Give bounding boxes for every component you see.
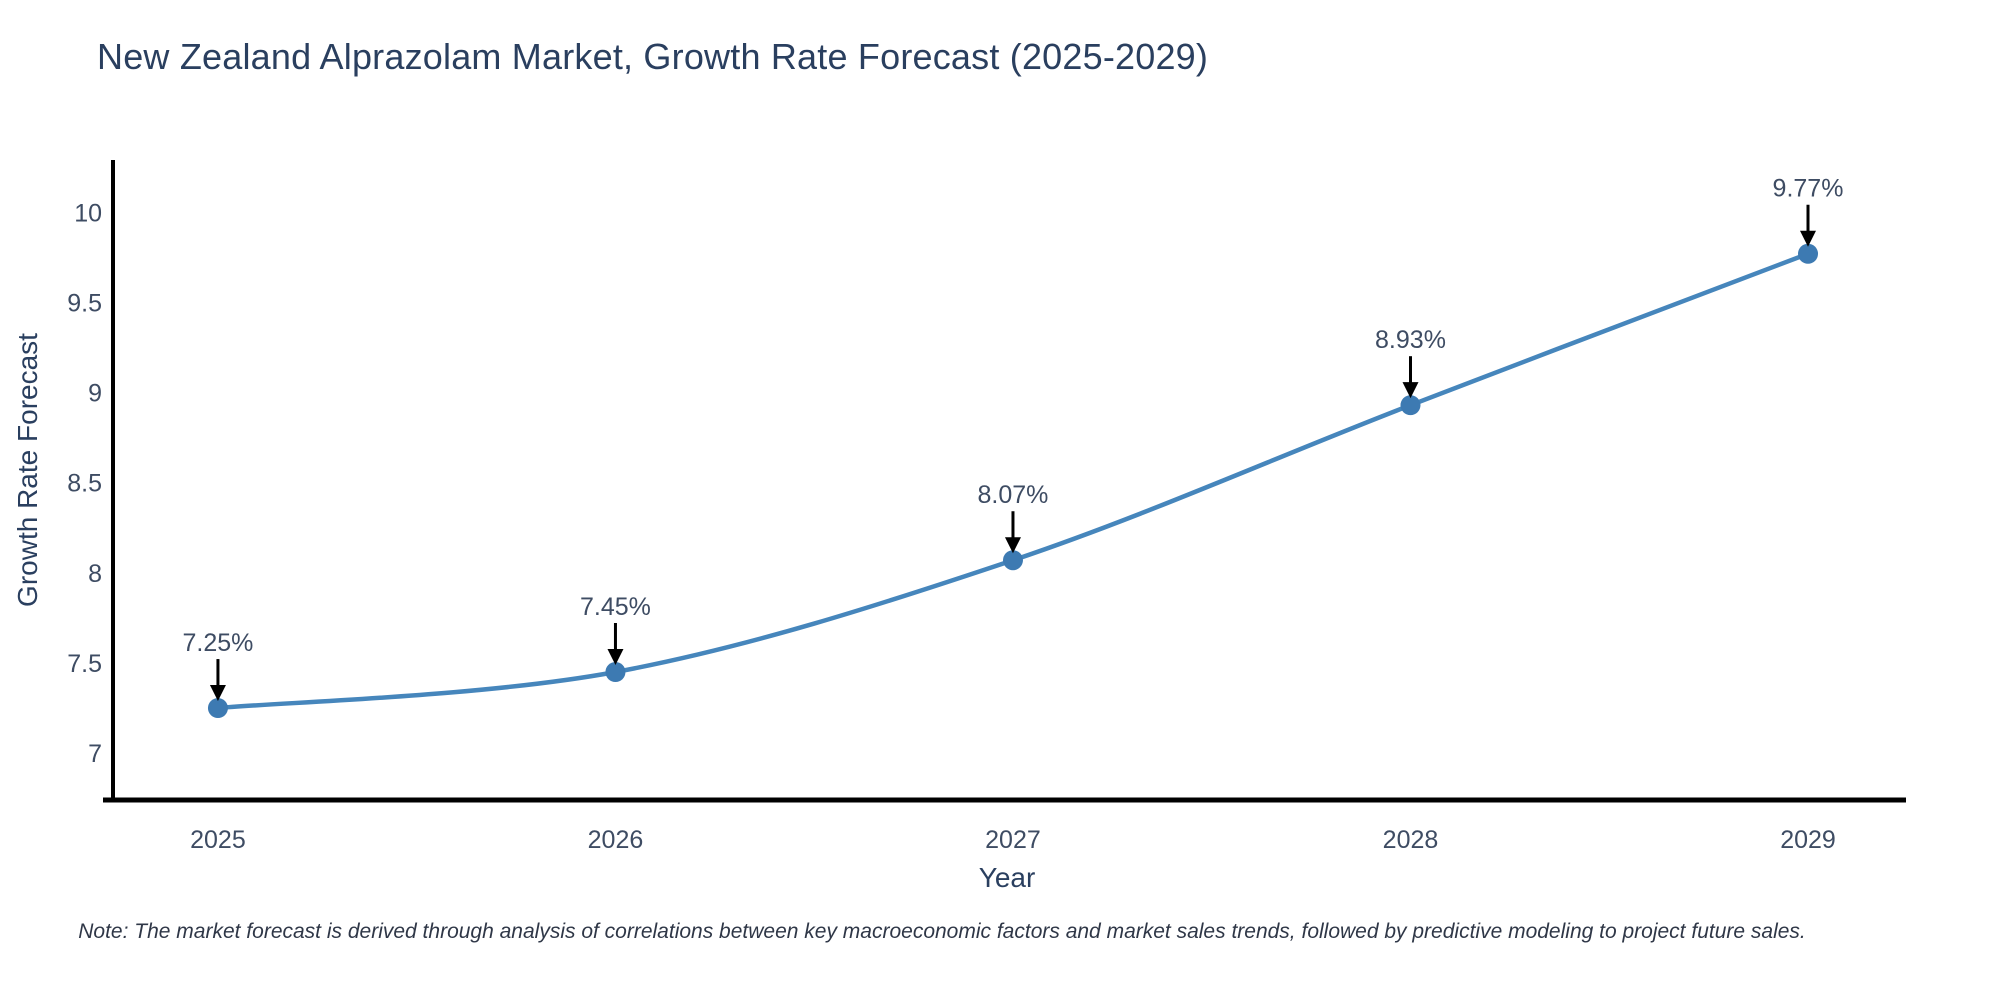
x-axis-title: Year bbox=[978, 862, 1036, 893]
data-point-marker bbox=[1798, 243, 1819, 264]
data-point-label: 7.25% bbox=[182, 629, 253, 657]
data-point-marker bbox=[1400, 395, 1421, 416]
annotation-arrowhead-icon bbox=[1800, 230, 1817, 247]
x-tick-label: 2027 bbox=[985, 826, 1041, 854]
annotation-arrowhead-icon bbox=[1402, 382, 1419, 399]
data-point-label: 7.45% bbox=[580, 593, 651, 621]
data-point-marker bbox=[1002, 550, 1023, 571]
y-tick-label: 9.5 bbox=[67, 289, 102, 317]
x-tick-label: 2025 bbox=[190, 826, 246, 854]
data-point-marker bbox=[605, 662, 626, 682]
chart-title: New Zealand Alprazolam Market, Growth Ra… bbox=[97, 36, 1209, 77]
data-point-label: 8.93% bbox=[1375, 326, 1446, 354]
chart-footnote: Note: The market forecast is derived thr… bbox=[78, 920, 1806, 943]
y-tick-label: 10 bbox=[74, 199, 102, 227]
data-point-label: 9.77% bbox=[1773, 175, 1844, 203]
data-point-marker bbox=[207, 698, 228, 719]
y-tick-label: 8 bbox=[88, 560, 102, 588]
annotation-arrowhead-icon bbox=[607, 649, 624, 665]
y-tick-label: 7 bbox=[88, 740, 102, 768]
annotation-arrowhead-icon bbox=[209, 685, 226, 702]
y-tick-label: 7.5 bbox=[67, 650, 102, 678]
y-tick-label: 9 bbox=[88, 380, 102, 408]
x-tick-label: 2028 bbox=[1383, 826, 1439, 854]
y-tick-label: 8.5 bbox=[67, 470, 102, 498]
x-tick-label: 2026 bbox=[588, 826, 644, 854]
data-point-label: 8.07% bbox=[978, 481, 1049, 509]
annotation-arrowhead-icon bbox=[1004, 537, 1021, 554]
x-tick-label: 2029 bbox=[1780, 826, 1836, 854]
